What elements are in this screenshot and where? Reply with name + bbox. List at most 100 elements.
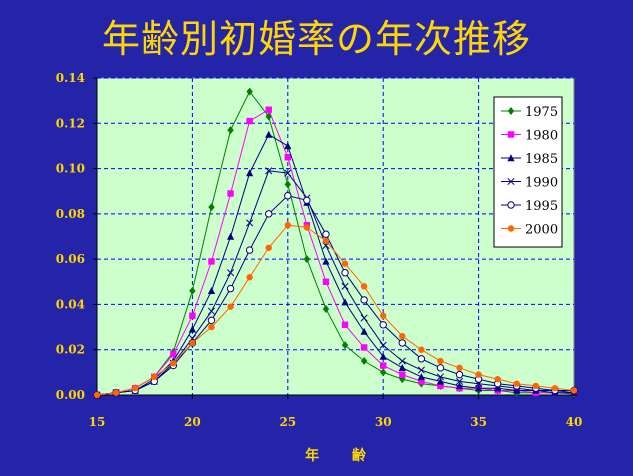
data-point-1975 — [246, 87, 253, 96]
data-point-1995 — [436, 364, 445, 372]
data-point-1990-stroke — [398, 357, 406, 365]
data-point-1990 — [436, 373, 444, 381]
data-point-2000 — [532, 382, 540, 390]
legend-item-1980: 1980 — [501, 129, 558, 144]
data-point-2000 — [341, 260, 349, 267]
data-point-1985 — [265, 130, 273, 138]
data-point-2000 — [475, 371, 482, 378]
data-point-1990-stroke — [436, 373, 444, 381]
data-point-1990 — [455, 377, 464, 385]
chart-title: 年齢別初婚率の年次推移 — [101, 17, 531, 61]
data-point-2000 — [131, 385, 139, 392]
data-point-1990 — [417, 366, 425, 374]
data-point-1990-stroke — [417, 366, 425, 374]
data-point-1985 — [436, 377, 445, 385]
data-point-2000 — [93, 391, 101, 399]
data-point-2000 — [399, 332, 406, 340]
x-tick-label: 15 — [89, 415, 106, 429]
data-point-1980 — [437, 382, 444, 390]
data-point-2000 — [246, 274, 253, 281]
legend-item-1985: 1985 — [501, 152, 558, 167]
data-point-1975 — [303, 255, 311, 264]
data-point-1995 — [322, 230, 330, 238]
data-point-1980 — [322, 278, 330, 285]
legend-marker — [507, 201, 515, 209]
data-point-1985 — [322, 257, 330, 265]
data-point-1990 — [227, 269, 235, 277]
data-point-1995 — [360, 296, 368, 304]
data-point-1990 — [398, 357, 406, 365]
data-point-1995 — [341, 269, 349, 277]
data-point-1995 — [303, 196, 311, 204]
data-point-1980 — [399, 371, 406, 378]
legend: 1975 1980 1985 1990 1995 2000 — [493, 96, 563, 248]
legend-label: 1975 — [525, 105, 558, 120]
data-point-1990 — [246, 219, 254, 227]
legend-label: 1995 — [525, 199, 558, 214]
y-tick-label: 0.04 — [56, 297, 85, 311]
data-point-1980 — [208, 258, 215, 265]
data-point-1995 — [284, 192, 292, 200]
y-tick-label: 0.00 — [56, 388, 85, 402]
x-tick-label: 30 — [375, 415, 392, 429]
legend-item-1975: 1975 — [501, 105, 558, 120]
data-point-2000 — [112, 389, 120, 396]
x-tick-label: 40 — [566, 415, 583, 429]
legend-item-2000: 2000 — [501, 223, 558, 238]
data-point-1995 — [455, 370, 464, 379]
legend-marker — [507, 131, 515, 138]
data-point-2000 — [208, 323, 215, 331]
data-point-1975 — [360, 357, 368, 366]
data-point-1975 — [380, 368, 387, 377]
series-2000 — [93, 221, 578, 399]
data-point-1990-stroke — [207, 307, 216, 315]
data-point-1985 — [379, 352, 387, 360]
data-point-1995 — [207, 316, 216, 324]
data-point-1985 — [494, 384, 502, 392]
data-point-1995 — [265, 210, 273, 218]
legend-label: 2000 — [525, 223, 558, 238]
data-point-1990-stroke — [227, 269, 235, 277]
data-point-1990-stroke — [284, 169, 292, 177]
data-point-1995 — [245, 246, 254, 254]
data-point-2000 — [456, 364, 463, 372]
data-point-2000 — [437, 357, 444, 365]
data-point-1975 — [227, 126, 234, 135]
data-point-1975 — [341, 341, 349, 350]
legend-marker — [507, 177, 515, 186]
data-point-1990 — [284, 169, 292, 177]
data-point-2000 — [170, 360, 177, 367]
data-point-1975 — [189, 286, 196, 295]
x-tick-label: 20 — [184, 415, 201, 429]
data-point-1975 — [208, 203, 215, 212]
data-point-1980 — [170, 351, 177, 358]
data-point-1980 — [189, 312, 196, 319]
data-point-1980 — [360, 344, 368, 351]
legend-label: 1985 — [525, 152, 558, 167]
legend-marker-stroke — [507, 177, 515, 186]
series-line-1985 — [96, 133, 574, 396]
data-point-1990-stroke — [360, 314, 368, 322]
legend-marker — [507, 225, 515, 232]
data-point-1990-stroke — [265, 167, 273, 175]
data-point-2000 — [265, 244, 272, 252]
data-point-1995 — [398, 339, 406, 347]
data-point-1980 — [265, 106, 272, 113]
data-point-1975 — [322, 304, 330, 313]
y-tick-label: 0.06 — [56, 252, 85, 266]
y-tick-label: 0.14 — [56, 71, 85, 85]
legend-item-1990: 1990 — [501, 176, 558, 191]
data-point-1990 — [265, 167, 273, 175]
legend-label: 1990 — [525, 176, 558, 191]
data-point-1990 — [207, 307, 216, 315]
data-point-2000 — [570, 387, 578, 394]
data-point-1990-stroke — [246, 219, 254, 227]
data-point-1990-stroke — [379, 341, 387, 349]
data-point-2000 — [322, 237, 330, 245]
y-tick-label: 0.02 — [56, 343, 85, 357]
data-point-1985 — [246, 169, 254, 177]
data-point-2000 — [303, 224, 311, 231]
y-tick-label: 0.12 — [56, 116, 85, 130]
data-point-1985 — [513, 386, 521, 394]
